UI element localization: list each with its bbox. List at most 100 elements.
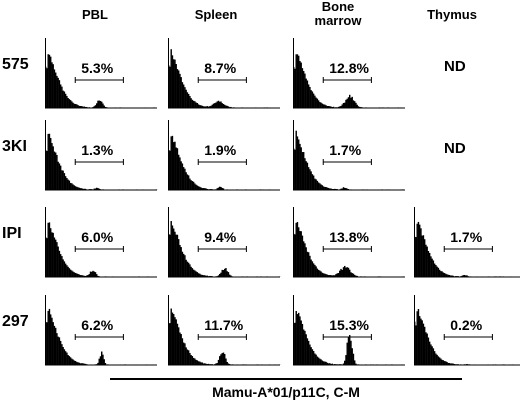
histogram-bar	[437, 356, 440, 365]
histogram-bar	[350, 97, 352, 108]
histogram-bar	[327, 106, 330, 108]
histogram-bar	[98, 358, 100, 365]
histogram-bar	[171, 55, 174, 108]
histogram-panel: 11.7%	[168, 295, 281, 366]
histogram-bar	[175, 319, 177, 365]
histogram-bar	[438, 269, 441, 277]
histogram-bar	[48, 222, 51, 277]
histogram-bar	[64, 351, 67, 365]
x-axis-label: Mamu-A*01/p11C, C-M	[212, 384, 360, 400]
histogram-bar	[326, 105, 329, 108]
gate-bracket	[74, 159, 124, 165]
histogram-bar	[169, 323, 171, 365]
histogram-bar	[295, 130, 297, 190]
histogram-bar	[330, 188, 332, 190]
histogram-bar	[48, 133, 51, 190]
column-header-line: Thymus	[427, 7, 477, 22]
histogram-bar	[344, 360, 346, 365]
histogram-bar	[201, 105, 204, 108]
histogram-bar	[186, 174, 189, 190]
histogram-bar	[345, 267, 347, 277]
histogram-bar	[309, 255, 311, 277]
histogram-bar	[342, 187, 345, 190]
histogram-svg	[168, 38, 280, 109]
histogram-bar	[330, 363, 332, 365]
histogram-bar	[49, 314, 52, 365]
histogram-bar	[321, 103, 324, 108]
gate-bracket	[322, 159, 372, 165]
histogram-bar	[182, 342, 185, 365]
histogram-bar	[181, 163, 184, 190]
histogram-bar	[317, 100, 320, 108]
histogram-bar	[74, 103, 77, 108]
histogram-bar	[300, 62, 302, 108]
histogram-bar	[311, 174, 314, 190]
histogram-bar	[180, 77, 182, 108]
histogram-bar	[191, 356, 194, 365]
histogram-bar	[204, 106, 206, 108]
histogram-bar	[64, 263, 67, 277]
histogram-bar	[182, 167, 185, 190]
histogram-bar	[222, 352, 225, 365]
histogram-bar	[104, 106, 107, 108]
histogram-bar	[433, 351, 436, 365]
histogram-bar	[230, 275, 232, 277]
histogram-bar	[199, 105, 201, 108]
histogram-bar	[174, 141, 176, 190]
histogram-svg	[293, 295, 405, 366]
histogram-bar	[216, 101, 218, 108]
percentage-label: 6.2%	[81, 317, 114, 333]
histogram-bar	[311, 91, 314, 108]
histogram-bar	[202, 275, 205, 277]
histogram-axes	[168, 207, 280, 278]
histogram-bar	[427, 251, 430, 277]
histogram-bar	[306, 338, 309, 365]
histogram-bar	[190, 266, 192, 277]
histogram-bar	[206, 106, 209, 108]
histogram-bar	[82, 275, 84, 277]
histogram-bar	[175, 147, 177, 190]
histogram-bar	[425, 244, 427, 277]
histogram-bar	[466, 363, 468, 365]
histogram-bar	[299, 143, 301, 190]
histogram-bar	[187, 350, 190, 365]
histogram-bar	[200, 105, 202, 108]
histogram-bar	[451, 275, 453, 277]
histogram-bar	[102, 103, 104, 108]
histogram-bar	[307, 340, 310, 365]
histogram-bar	[297, 55, 300, 108]
histogram-bar	[83, 106, 86, 108]
histogram-bar	[207, 363, 210, 365]
histogram-bar	[101, 101, 103, 108]
histogram-bar	[179, 157, 181, 190]
histogram-bar	[296, 54, 299, 108]
histogram-bar	[52, 146, 54, 190]
histogram-bar	[76, 361, 78, 365]
percentage-label: 1.3%	[81, 142, 114, 158]
histogram-bar	[358, 106, 361, 108]
histogram-bar	[84, 363, 87, 365]
row-label: 3KI	[2, 138, 27, 155]
histogram-bar	[195, 184, 197, 190]
histogram-bar	[315, 354, 317, 365]
histogram-bar	[94, 188, 97, 190]
histogram-bar	[175, 234, 177, 277]
histogram-bar	[330, 275, 332, 277]
histogram-bar	[436, 266, 438, 277]
histogram-bar	[78, 187, 81, 190]
histogram-bar	[451, 363, 453, 365]
histogram-bar	[422, 235, 425, 277]
histogram-bar	[341, 188, 343, 190]
histogram-bar	[53, 237, 56, 277]
histogram-bar	[68, 180, 71, 190]
histogram-axes	[45, 207, 157, 278]
percentage-label: 1.7%	[450, 229, 483, 245]
histogram-bar	[93, 188, 95, 190]
histogram-bar	[227, 272, 230, 277]
histogram-bar	[226, 271, 228, 277]
histogram-bar	[304, 330, 306, 365]
histogram-bar	[170, 49, 172, 108]
histogram-bar	[447, 274, 450, 277]
histogram-bar	[327, 363, 330, 365]
histogram-bar	[325, 361, 327, 365]
